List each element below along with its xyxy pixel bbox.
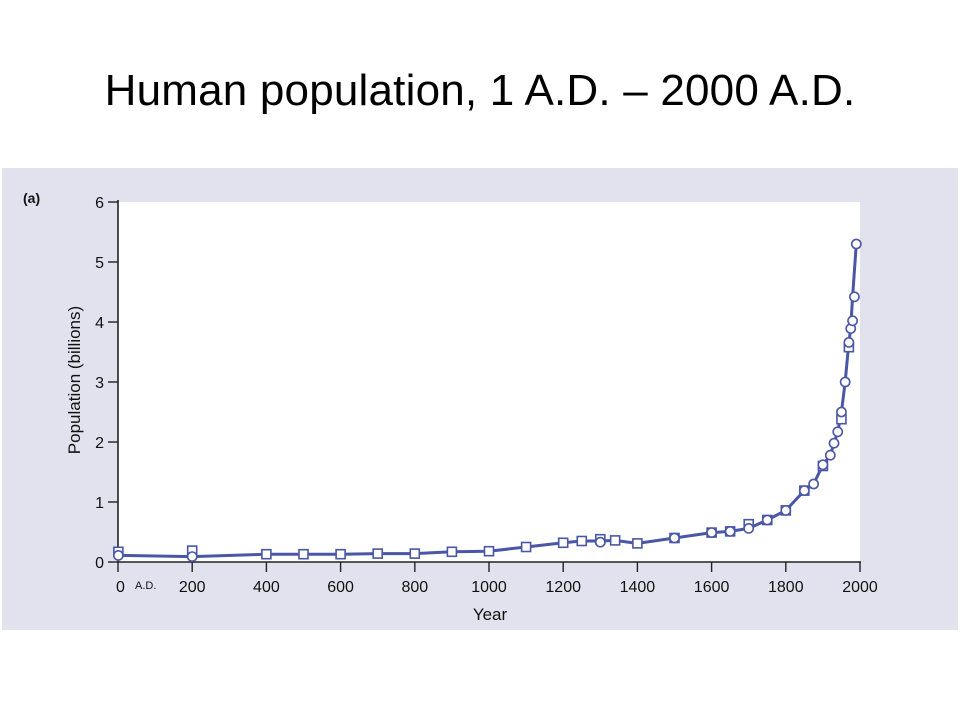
x-tick-label: 2000	[842, 579, 878, 596]
y-tick-label: 2	[95, 435, 104, 452]
circle-marker	[780, 504, 792, 516]
x-tick-label: 400	[253, 579, 280, 596]
x-tick-label: 600	[327, 579, 354, 596]
square-marker	[609, 535, 621, 546]
x-tick-label: 1400	[620, 579, 656, 596]
x-tick-label: 1000	[471, 579, 507, 596]
square-marker	[372, 548, 384, 559]
panel-label: (a)	[23, 190, 40, 206]
circle-marker	[798, 485, 810, 496]
slide-title: Human population, 1 A.D. – 2000 A.D.	[104, 66, 856, 115]
circle-marker	[761, 514, 773, 526]
x-origin-annotation: A.D.	[135, 580, 156, 592]
circle-marker	[724, 526, 736, 537]
y-tick-label: 3	[95, 375, 104, 392]
series-layer	[112, 238, 862, 562]
circle-marker	[817, 459, 829, 471]
square-marker	[261, 548, 272, 560]
square-marker	[483, 545, 495, 557]
circle-marker	[850, 238, 862, 250]
square-marker	[335, 548, 346, 560]
circle-marker	[808, 478, 820, 490]
circle-marker	[594, 536, 606, 548]
circle-marker	[186, 551, 198, 562]
circle-marker	[112, 550, 124, 561]
y-tick-label: 1	[95, 495, 104, 512]
square-marker	[520, 541, 532, 553]
x-tick-label: 1200	[545, 579, 581, 596]
y-tick-label: 4	[95, 315, 104, 332]
plot-area	[118, 202, 860, 562]
x-tick-label: 1600	[694, 579, 730, 596]
y-tick-label: 6	[95, 195, 104, 212]
circle-marker	[832, 426, 844, 438]
square-marker	[576, 535, 588, 547]
square-marker	[557, 537, 569, 549]
circle-marker	[849, 291, 860, 303]
x-tick-label: 0	[116, 579, 125, 596]
circle-marker	[743, 523, 755, 534]
square-marker	[446, 546, 458, 558]
circle-marker	[669, 532, 680, 544]
circle-marker	[824, 449, 836, 461]
x-tick-label: 800	[401, 579, 428, 596]
y-tick-label: 0	[95, 555, 104, 572]
circle-marker	[836, 406, 847, 418]
square-marker	[409, 548, 421, 559]
x-tick-label: 200	[179, 579, 206, 596]
circle-marker	[843, 336, 855, 348]
y-axis-title: Population (billions)	[65, 306, 84, 454]
circle-marker	[706, 527, 717, 538]
circle-marker	[828, 437, 840, 449]
square-marker	[632, 538, 643, 549]
y-tick-label: 5	[95, 255, 104, 272]
x-tick-label: 1800	[768, 579, 804, 596]
axes: 0 1 2 3 4 5 6 0 200 400 600 800 1000 1200 1400 1600 1800…	[95, 195, 878, 596]
square-marker	[298, 548, 309, 560]
circle-marker	[847, 315, 858, 327]
x-axis-title: Year	[473, 605, 508, 624]
circle-marker	[839, 376, 851, 388]
